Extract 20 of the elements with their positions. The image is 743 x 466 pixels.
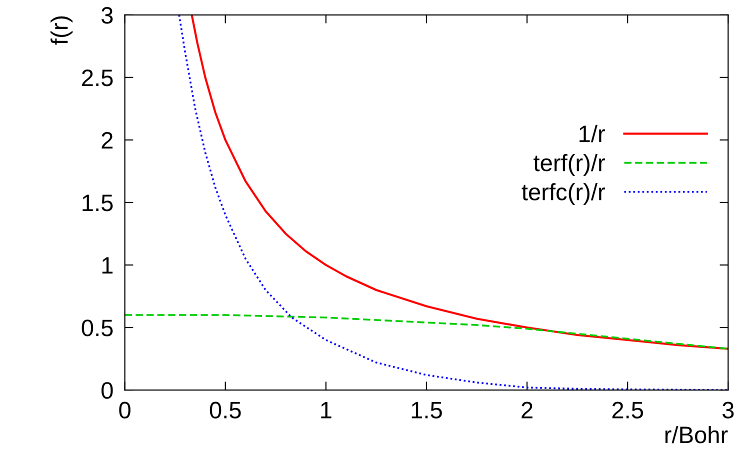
line-series [124,314,728,350]
y-axis-title: f(r) [50,16,73,45]
y-tick-label: 3 [101,6,113,24]
legend-label: terfc(r)/r [522,183,605,206]
y-tick-label: 0.5 [82,320,113,336]
y-tick-label: 2 [102,132,113,149]
y-tick-label: 2.5 [82,70,113,86]
x-tick-label: 0.5 [210,402,241,418]
y-tick-label: 1.5 [82,194,113,212]
y-tick-label: 0 [102,382,113,399]
x-tick-label: 0 [119,402,130,418]
x-tick-label: 1.5 [412,402,442,418]
x-tick-label: 3 [722,402,734,418]
x-axis-title: r/Bohr [665,426,728,444]
legend-label: 1/r [580,124,605,142]
x-tick-label: 1 [321,402,332,418]
y-tick-label: 1 [102,257,113,274]
x-tick-label: 2 [522,402,532,418]
x-tick-label: 2.5 [612,402,644,418]
legend-label: terf(r)/r [534,154,605,176]
